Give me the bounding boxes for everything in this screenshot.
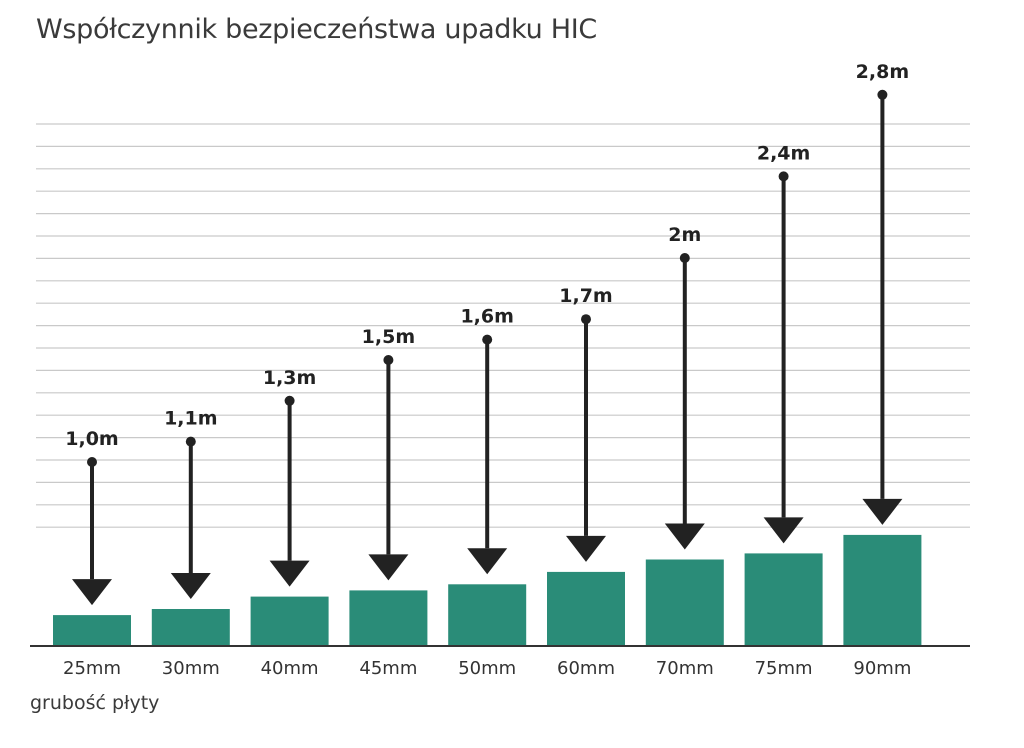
drop-height-label: 1,0m [65,428,118,450]
chart-title: Współczynnik bezpieczeństwa upadku HIC [36,14,597,45]
arrow-dot [679,253,690,263]
x-tick-label: 45mm [359,658,417,679]
x-tick-label: 40mm [261,658,319,679]
arrow-head [72,579,112,606]
arrow-head [862,498,903,525]
x-axis-label: grubość płyty [30,692,160,714]
drop-height-label: 2m [668,224,701,246]
drop-height-label: 1,1m [164,408,217,430]
arrow-dot [87,457,97,467]
bar-40mm [250,596,329,646]
bar-60mm [547,571,625,646]
arrow-dot [778,171,789,182]
labels: 1,0m 25mm 1,1m 30mm 1,3m 40mm 1,5m 45mm 1,6m 50mm… [63,61,911,679]
arrow-dot [185,436,196,447]
arrow-head [269,560,310,587]
x-tick-label: 70mm [656,658,714,679]
arrow-dot [877,89,888,100]
bar-25mm [53,615,131,646]
x-tick-label: 90mm [853,658,911,679]
x-tick-label: 50mm [458,658,516,679]
drop-height-label: 1,7m [559,285,612,307]
drop-height-label: 2,4m [757,142,810,164]
x-tick-label: 60mm [557,658,615,679]
arrow-head [467,548,508,575]
drop-height-label: 1,3m [263,367,316,389]
arrow-head [664,523,705,550]
bar-75mm [744,553,823,646]
drop-height-label: 2,8m [856,61,909,83]
drop-height-label: 1,6m [460,306,513,328]
arrow-dot [482,334,493,345]
bar-70mm [645,559,724,646]
arrow-head [368,554,409,581]
arrow-dot [383,355,394,365]
bar-30mm [151,609,230,647]
x-tick-label: 30mm [162,658,220,679]
arrow-dot [581,314,591,325]
arrow-head [170,573,211,599]
x-tick-label: 75mm [755,658,813,679]
bar-90mm [843,534,922,647]
x-tick-label: 25mm [63,658,121,679]
arrow-head [566,535,606,562]
arrow-head [763,517,804,544]
bar-45mm [349,590,428,646]
grid-lines [36,123,970,528]
arrow-dot [284,395,295,406]
drop-height-label: 1,5m [362,326,415,348]
bars [53,534,922,647]
bar-50mm [448,584,527,647]
drop-arrows [72,89,903,606]
